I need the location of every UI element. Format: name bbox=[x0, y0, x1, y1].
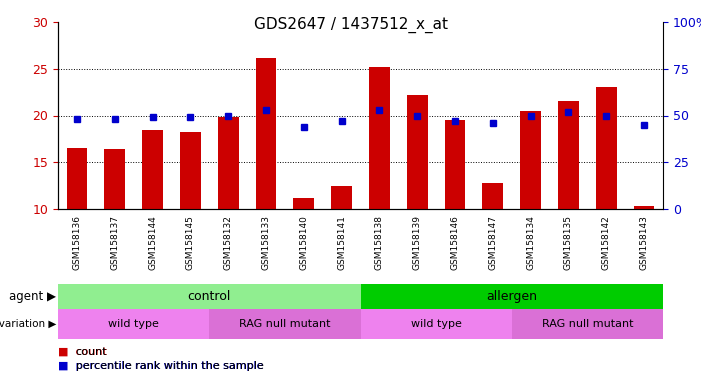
Text: GSM158140: GSM158140 bbox=[299, 215, 308, 270]
Bar bbox=[58, 284, 360, 309]
Bar bbox=[104, 149, 125, 209]
Text: GSM158136: GSM158136 bbox=[72, 215, 81, 270]
Bar bbox=[294, 198, 314, 209]
Text: ▶: ▶ bbox=[0, 383, 1, 384]
Text: control: control bbox=[188, 290, 231, 303]
Text: RAG null mutant: RAG null mutant bbox=[542, 319, 633, 329]
Text: genotype/variation ▶: genotype/variation ▶ bbox=[0, 319, 56, 329]
Bar bbox=[520, 111, 541, 209]
Bar bbox=[360, 284, 663, 309]
Text: GSM158138: GSM158138 bbox=[375, 215, 384, 270]
Text: GSM158141: GSM158141 bbox=[337, 215, 346, 270]
Bar bbox=[67, 148, 88, 209]
Bar bbox=[58, 309, 210, 339]
Bar bbox=[360, 309, 512, 339]
Bar bbox=[331, 185, 352, 209]
Bar bbox=[596, 88, 617, 209]
Text: GSM158144: GSM158144 bbox=[148, 215, 157, 270]
Bar bbox=[444, 120, 465, 209]
Bar bbox=[512, 309, 663, 339]
Text: wild type: wild type bbox=[411, 319, 461, 329]
Text: agent: agent bbox=[0, 383, 1, 384]
Bar bbox=[210, 309, 360, 339]
Text: GSM158147: GSM158147 bbox=[489, 215, 497, 270]
Text: GSM158135: GSM158135 bbox=[564, 215, 573, 270]
Bar bbox=[142, 129, 163, 209]
Text: GSM158145: GSM158145 bbox=[186, 215, 195, 270]
Text: GSM158132: GSM158132 bbox=[224, 215, 233, 270]
Text: ■  percentile rank within the sample: ■ percentile rank within the sample bbox=[58, 361, 264, 371]
Bar bbox=[256, 58, 276, 209]
Bar bbox=[558, 101, 579, 209]
Bar bbox=[218, 118, 238, 209]
Bar bbox=[634, 206, 655, 209]
Text: GSM158142: GSM158142 bbox=[601, 215, 611, 270]
Bar bbox=[482, 183, 503, 209]
Text: GSM158139: GSM158139 bbox=[413, 215, 422, 270]
Text: GDS2647 / 1437512_x_at: GDS2647 / 1437512_x_at bbox=[254, 17, 447, 33]
Text: GSM158143: GSM158143 bbox=[639, 215, 648, 270]
Text: count: count bbox=[76, 347, 107, 357]
Bar bbox=[369, 67, 390, 209]
Text: GSM158134: GSM158134 bbox=[526, 215, 535, 270]
Text: wild type: wild type bbox=[108, 319, 159, 329]
Text: allergen: allergen bbox=[486, 290, 537, 303]
Text: RAG null mutant: RAG null mutant bbox=[239, 319, 331, 329]
Text: GSM158133: GSM158133 bbox=[261, 215, 271, 270]
Text: agent ▶: agent ▶ bbox=[9, 290, 56, 303]
Text: ■  count: ■ count bbox=[58, 347, 107, 357]
Bar bbox=[180, 132, 200, 209]
Text: GSM158146: GSM158146 bbox=[451, 215, 460, 270]
Text: GSM158137: GSM158137 bbox=[110, 215, 119, 270]
Bar bbox=[407, 95, 428, 209]
Text: percentile rank within the sample: percentile rank within the sample bbox=[76, 361, 264, 371]
